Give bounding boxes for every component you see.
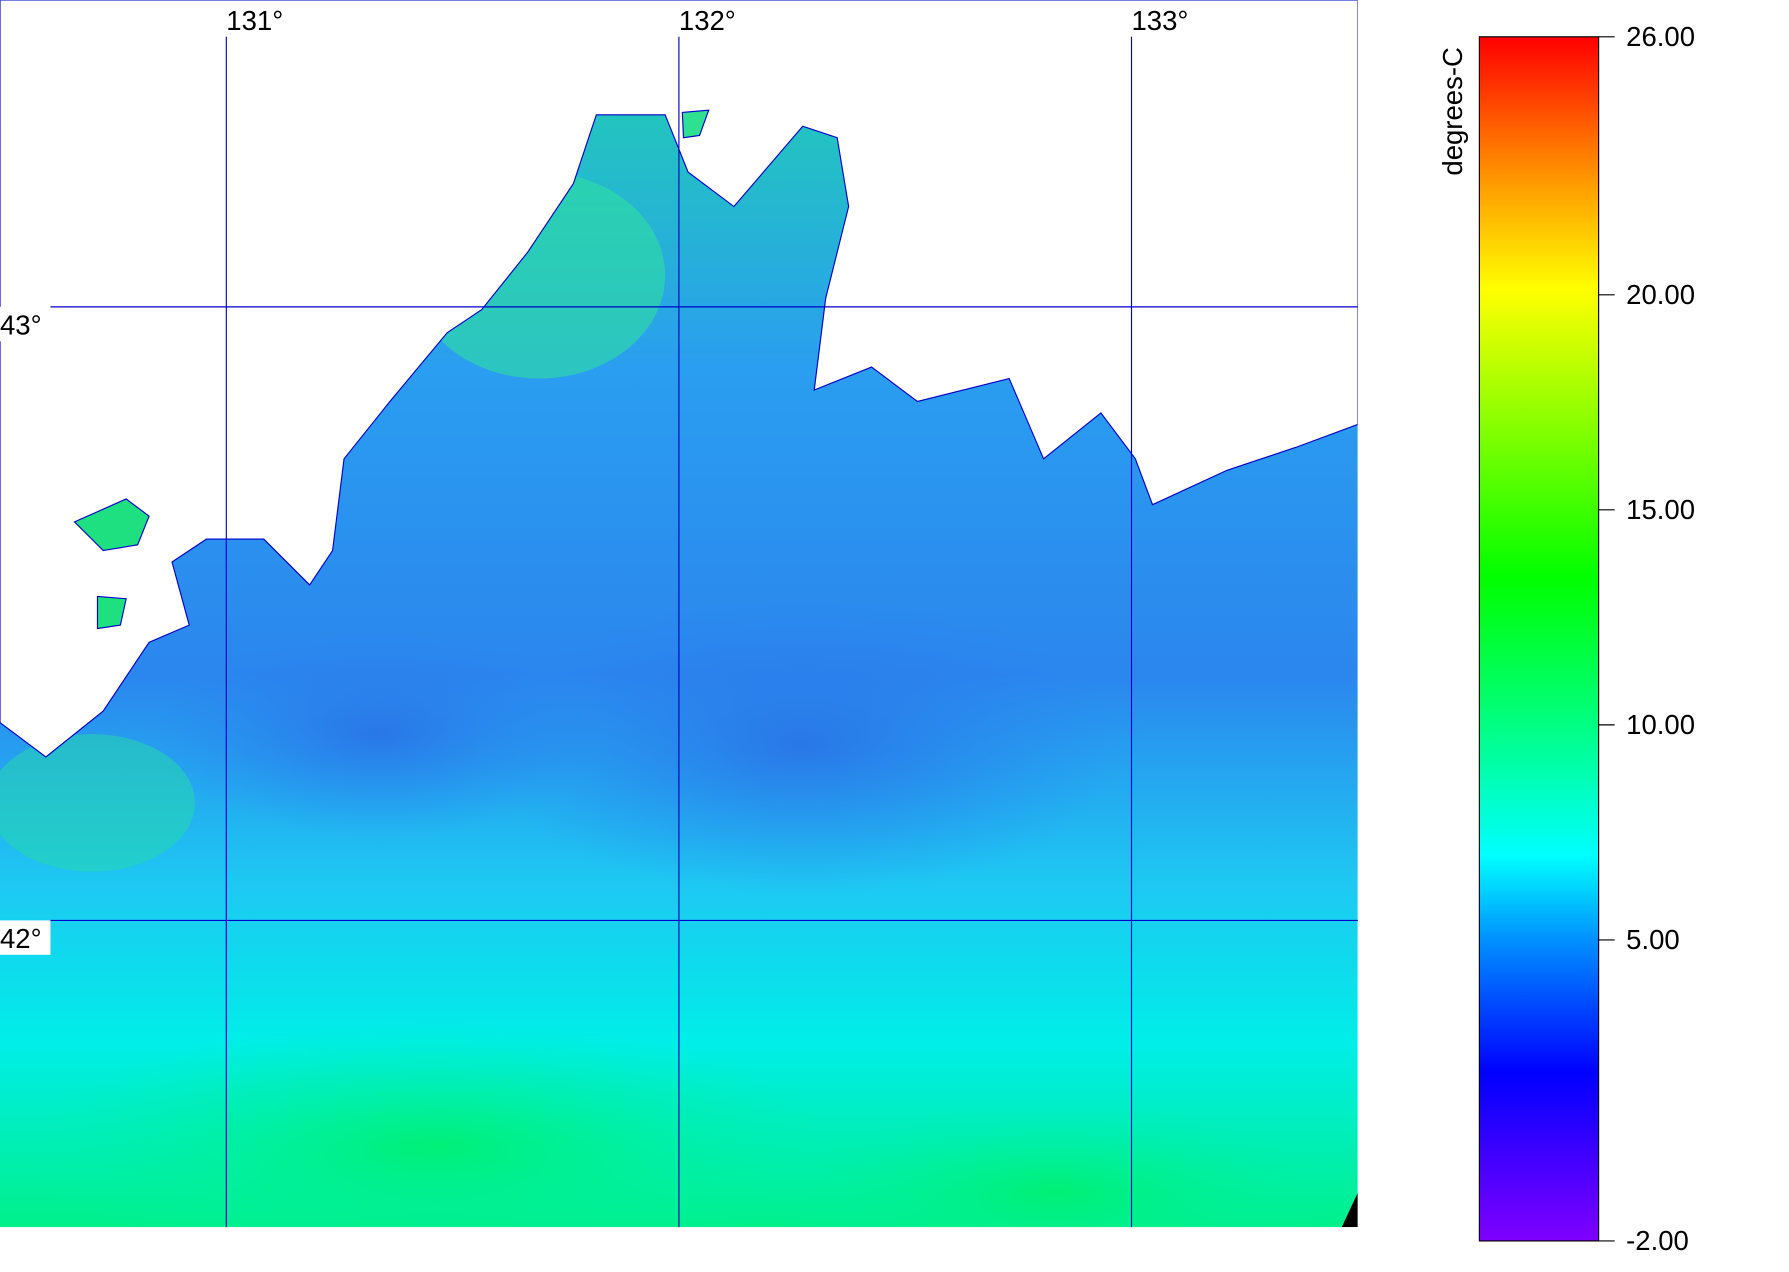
colorbar-tick-label: 10.00 xyxy=(1626,709,1695,740)
colorbar xyxy=(1478,36,1600,1242)
lat-label: 42° xyxy=(0,923,42,954)
colorbar-tick-label: 20.00 xyxy=(1626,279,1695,310)
colorbar-ticks: 26.00 20.00 15.00 10.00 5.00 -2.00 xyxy=(1598,21,1695,1256)
lon-label: 133° xyxy=(1132,5,1189,36)
colorbar-label: degrees-C xyxy=(1437,47,1468,175)
colorbar-tick-label: 15.00 xyxy=(1626,494,1695,525)
lon-label: 131° xyxy=(226,5,283,36)
colorbar-tick-label: 26.00 xyxy=(1626,21,1695,52)
colorbar-tick-label: -2.00 xyxy=(1626,1225,1689,1256)
lat-label-bg xyxy=(0,306,51,342)
lon-label: 132° xyxy=(679,5,736,36)
lat-label: 43° xyxy=(0,309,42,340)
graticule: 131° 132° 133° 43° 42° xyxy=(0,5,1358,1228)
lat-label-bg xyxy=(0,920,51,955)
colorbar-tick-label: 5.00 xyxy=(1626,924,1680,955)
